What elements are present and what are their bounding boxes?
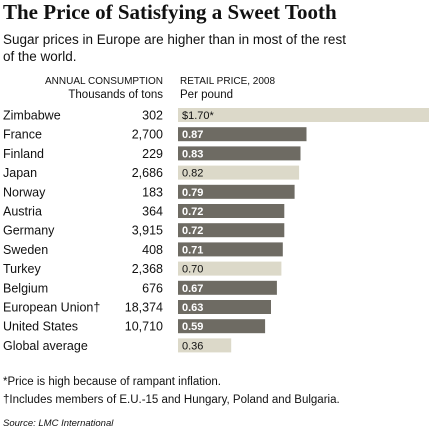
- category-label: Sweden: [3, 243, 48, 257]
- price-bar: [178, 300, 271, 314]
- consumption-value: 229: [142, 147, 163, 161]
- price-label: 0.70: [182, 264, 203, 276]
- footnote-eu: †Includes members of E.U.-15 and Hungary…: [3, 394, 340, 406]
- consumption-header: ANNUAL CONSUMPTION Thousands of tons: [20, 76, 163, 102]
- chart-title: The Price of Satisfying a Sweet Tooth: [3, 0, 337, 24]
- price-bar: [178, 108, 429, 122]
- chart-subtitle: Sugar prices in Europe are higher than i…: [3, 32, 346, 64]
- category-label: Japan: [3, 166, 37, 180]
- price-label: 0.36: [182, 340, 203, 352]
- price-label: 0.67: [182, 283, 203, 295]
- category-label: Finland: [3, 147, 44, 161]
- consumption-value: 2,700: [132, 128, 163, 142]
- consumption-value: 2,368: [132, 262, 163, 276]
- price-label: 0.71: [182, 244, 203, 256]
- price-bar: [178, 338, 232, 353]
- category-label: Austria: [3, 205, 42, 219]
- source-note: Source: LMC International: [3, 418, 114, 429]
- price-label: 0.87: [182, 129, 203, 141]
- price-bar: [178, 319, 266, 334]
- price-bar: [178, 184, 295, 199]
- price-bar: [178, 165, 300, 180]
- price-header: RETAIL PRICE, 2008 Per pound: [180, 76, 275, 102]
- category-label: Norway: [3, 185, 46, 199]
- price-bar: [178, 146, 301, 161]
- consumption-value: 10,710: [125, 320, 163, 334]
- consumption-value: 183: [142, 185, 163, 199]
- category-label: France: [3, 128, 42, 142]
- category-label: Germany: [3, 224, 55, 238]
- price-header-line2: Per pound: [180, 89, 234, 101]
- consumption-value: 302: [142, 109, 163, 123]
- price-label: 0.63: [182, 302, 203, 314]
- price-label: 0.83: [182, 148, 203, 160]
- price-label: $1.70*: [182, 110, 215, 122]
- price-label: 0.72: [182, 206, 203, 218]
- footnote-inflation: *Price is high because of rampant inflat…: [3, 376, 221, 388]
- consumption-value: 18,374: [125, 301, 163, 315]
- consumption-value: 2,686: [132, 166, 163, 180]
- category-label: Turkey: [3, 262, 41, 276]
- price-label: 0.59: [182, 321, 203, 333]
- category-label: Belgium: [3, 281, 48, 295]
- price-bar: [178, 223, 285, 238]
- category-label: European Union†: [3, 301, 100, 315]
- category-label: Zimbabwe: [3, 109, 61, 123]
- category-label: Global average: [3, 339, 88, 353]
- price-bar: [178, 242, 283, 257]
- consumption-header-line1: ANNUAL CONSUMPTION: [45, 76, 163, 87]
- price-label: 0.82: [182, 168, 203, 180]
- price-label: 0.72: [182, 225, 203, 237]
- price-bar: [178, 261, 282, 276]
- price-header-line1: RETAIL PRICE, 2008: [180, 76, 276, 87]
- price-label: 0.79: [182, 187, 203, 199]
- consumption-header-line2: Thousands of tons: [68, 89, 163, 101]
- price-bar: [178, 127, 307, 142]
- consumption-value: 3,915: [132, 224, 163, 238]
- category-label: United States: [3, 320, 78, 334]
- price-bar: [178, 204, 285, 218]
- price-bar: [178, 280, 277, 295]
- consumption-value: 364: [142, 205, 163, 219]
- consumption-value: 408: [142, 243, 163, 257]
- consumption-value: 676: [142, 281, 163, 295]
